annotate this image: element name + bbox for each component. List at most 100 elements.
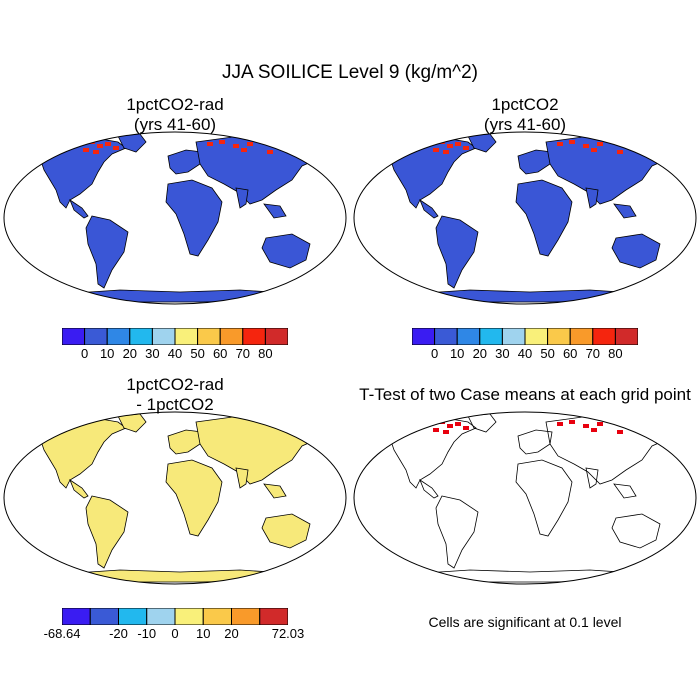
hotspot-cell <box>433 428 439 432</box>
hotspot-cell <box>59 142 65 146</box>
panel-3-title: 1pctCO2-rad - 1pctCO2 <box>75 375 275 415</box>
colorbar-swatch <box>259 608 288 625</box>
colorbar-swatch <box>614 328 638 345</box>
hotspot-cell <box>311 144 317 148</box>
colorbar-swatch <box>242 328 266 345</box>
continent-north-america <box>39 137 127 209</box>
hotspot-cell <box>447 144 453 148</box>
colorbar-panel-3 <box>62 608 288 625</box>
hotspot-cell <box>455 422 461 426</box>
colorbar-swatch <box>592 328 616 345</box>
continent-north-america <box>389 137 477 209</box>
hotspot-cell <box>417 420 423 424</box>
continent-europe <box>517 429 553 455</box>
hotspot-cell <box>591 148 597 152</box>
colorbar-tick-label: -20 <box>109 626 128 641</box>
map-content <box>389 413 683 583</box>
map-panel-1pctco2-rad <box>3 131 347 305</box>
colorbar-tick-label: 0 <box>430 346 439 361</box>
panel-1-title-line2: (yrs 41-60) <box>133 115 217 134</box>
colorbar-swatch <box>106 328 131 345</box>
colorbar-swatch <box>264 328 288 345</box>
hotspot-cell <box>591 428 597 432</box>
continent-south-america <box>85 215 129 289</box>
continent-africa <box>515 179 573 257</box>
colorbar-swatch <box>231 608 261 625</box>
map-panel-ttest <box>353 411 697 585</box>
hotspot-cell <box>299 146 305 150</box>
hotspot-cell <box>409 142 415 146</box>
continent-india <box>235 467 249 489</box>
colorbar-tick-label: 10 <box>196 626 211 641</box>
colorbar-panel-1-labels: 0 10 20 30 40 50 60 70 80 <box>62 346 288 362</box>
hotspot-cell <box>583 144 589 148</box>
continent-nz <box>673 259 683 275</box>
continent-australia <box>611 233 661 269</box>
continent-india <box>235 187 249 209</box>
continent-asia <box>545 415 677 485</box>
continent-north-america <box>39 417 127 489</box>
colorbar-swatch <box>62 608 91 625</box>
colorbar-tick-label: 30 <box>145 346 160 361</box>
panel-4-title-line1: T-Test of two Case means at each grid po… <box>359 385 691 404</box>
continent-central-america <box>69 198 89 219</box>
continent-africa <box>515 459 573 537</box>
colorbar-tick-label: 50 <box>190 346 205 361</box>
hotspot-cell <box>275 144 281 148</box>
hotspot-cell <box>661 424 667 428</box>
continent-europe <box>167 429 203 455</box>
colorbar-swatch <box>174 328 199 345</box>
map-border <box>3 131 347 305</box>
continent-south-america <box>435 215 479 289</box>
map-border <box>353 411 697 585</box>
colorbar-panel-3-labels: -68.64 -20 -10 0 10 20 72.03 <box>44 626 305 642</box>
map-panel-1pctco2 <box>353 131 697 305</box>
map-border <box>3 411 347 585</box>
continent-central-america <box>69 478 89 499</box>
colorbar-swatch <box>412 328 436 345</box>
hotspot-cell <box>105 142 111 146</box>
continent-india <box>585 187 599 209</box>
hotspot-cell <box>207 142 213 146</box>
colorbar-swatch <box>146 608 176 625</box>
continent-se-asia <box>613 203 637 219</box>
colorbar-tick-label: 30 <box>495 346 510 361</box>
panel-2-title-line1: 1pctCO2 <box>491 95 559 114</box>
colorbar-swatch <box>219 328 244 345</box>
continent-australia <box>261 233 311 269</box>
hotspot-cell <box>241 148 247 152</box>
colorbar-swatch <box>434 328 458 345</box>
figure-title: JJA SOILICE Level 9 (kg/m^2) <box>221 62 478 83</box>
map-border <box>353 131 697 305</box>
colorbar-tick-label: 0 <box>80 346 89 361</box>
hotspot-cell <box>219 140 225 144</box>
colorbar-tick-label: 70 <box>585 346 601 361</box>
continent-central-america <box>419 198 439 219</box>
hotspot-cell <box>463 426 469 430</box>
hotspot-cell <box>267 150 273 154</box>
continent-se-asia <box>263 203 287 219</box>
panel-3-title-line1: 1pctCO2-rad <box>126 375 224 394</box>
hotspot-cell <box>661 144 667 148</box>
colorbar-tick-label: -68.64 <box>43 626 81 641</box>
colorbar-tick-label: 70 <box>235 346 251 361</box>
hotspot-cell <box>443 430 449 434</box>
colorbar-tick-label: 40 <box>517 346 533 361</box>
hotspot-cell <box>233 144 239 148</box>
continent-africa <box>165 459 223 537</box>
colorbar-swatch <box>89 608 119 625</box>
continent-australia <box>261 513 311 549</box>
colorbar-tick-label: 10 <box>99 346 115 361</box>
colorbar-swatch <box>569 328 594 345</box>
colorbar-swatch <box>118 608 148 625</box>
panel-2-title: 1pctCO2 (yrs 41-60) <box>425 95 625 135</box>
hotspot-cell <box>463 146 469 150</box>
colorbar-tick-label: 10 <box>449 346 465 361</box>
hotspot-cell <box>443 150 449 154</box>
hotspot-cell <box>583 424 589 428</box>
hotspot-cell <box>625 144 631 148</box>
hotspot-cell <box>637 142 643 146</box>
map-content <box>389 133 683 303</box>
colorbar-swatch <box>547 328 571 345</box>
colorbar-swatch <box>479 328 503 345</box>
